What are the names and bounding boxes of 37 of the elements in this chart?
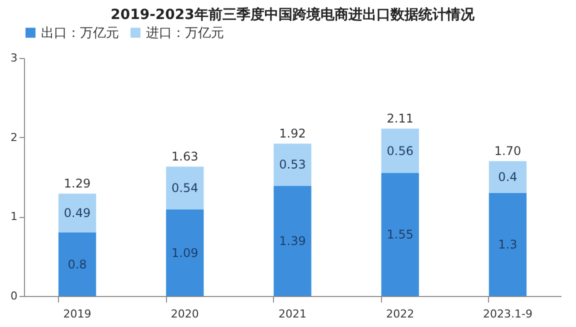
bar <box>488 192 527 296</box>
data-label: 1.55 <box>386 228 414 242</box>
bar <box>381 173 419 296</box>
data-label: 0.49 <box>64 206 91 220</box>
x-tick-label: 2021 <box>278 308 306 320</box>
y-tick-label: 3 <box>10 52 18 64</box>
legend-label: 进口：万亿元 <box>146 26 224 41</box>
data-label: 0.8 <box>68 257 87 272</box>
x-tick-label: 2022 <box>386 308 414 320</box>
data-label: 0.4 <box>498 170 518 184</box>
total-label: 1.63 <box>172 150 198 164</box>
bar <box>58 232 96 296</box>
legend-label: 出口：万亿元 <box>41 26 119 41</box>
bar <box>488 161 527 193</box>
x-tick-label: 2020 <box>170 308 199 320</box>
bar <box>381 128 419 174</box>
data-label: 1.39 <box>279 234 306 248</box>
total-label: 2.11 <box>386 112 414 126</box>
data-label: 1.3 <box>498 237 518 252</box>
x-tick-label: 2023.1-9 <box>482 308 532 320</box>
bar <box>58 194 96 233</box>
total-label: 1.92 <box>279 126 306 141</box>
y-tick-label: 0 <box>10 290 18 302</box>
chart-title: 2019-2023年前三季度中国跨境电商进出口数据统计情况 <box>110 6 476 23</box>
data-label: 0.56 <box>386 144 414 158</box>
data-label: 0.54 <box>172 181 198 196</box>
x-tick-label: 2019 <box>63 308 92 320</box>
y-tick-label: 1 <box>10 210 18 224</box>
y-tick-label: 2 <box>10 130 18 144</box>
bar <box>166 166 204 210</box>
bar <box>166 210 204 296</box>
total-label: 1.29 <box>64 176 91 191</box>
total-label: 1.70 <box>494 144 522 158</box>
data-label: 1.09 <box>172 246 198 260</box>
data-label: 0.53 <box>279 158 306 172</box>
bar <box>274 186 312 296</box>
bar <box>274 144 312 186</box>
